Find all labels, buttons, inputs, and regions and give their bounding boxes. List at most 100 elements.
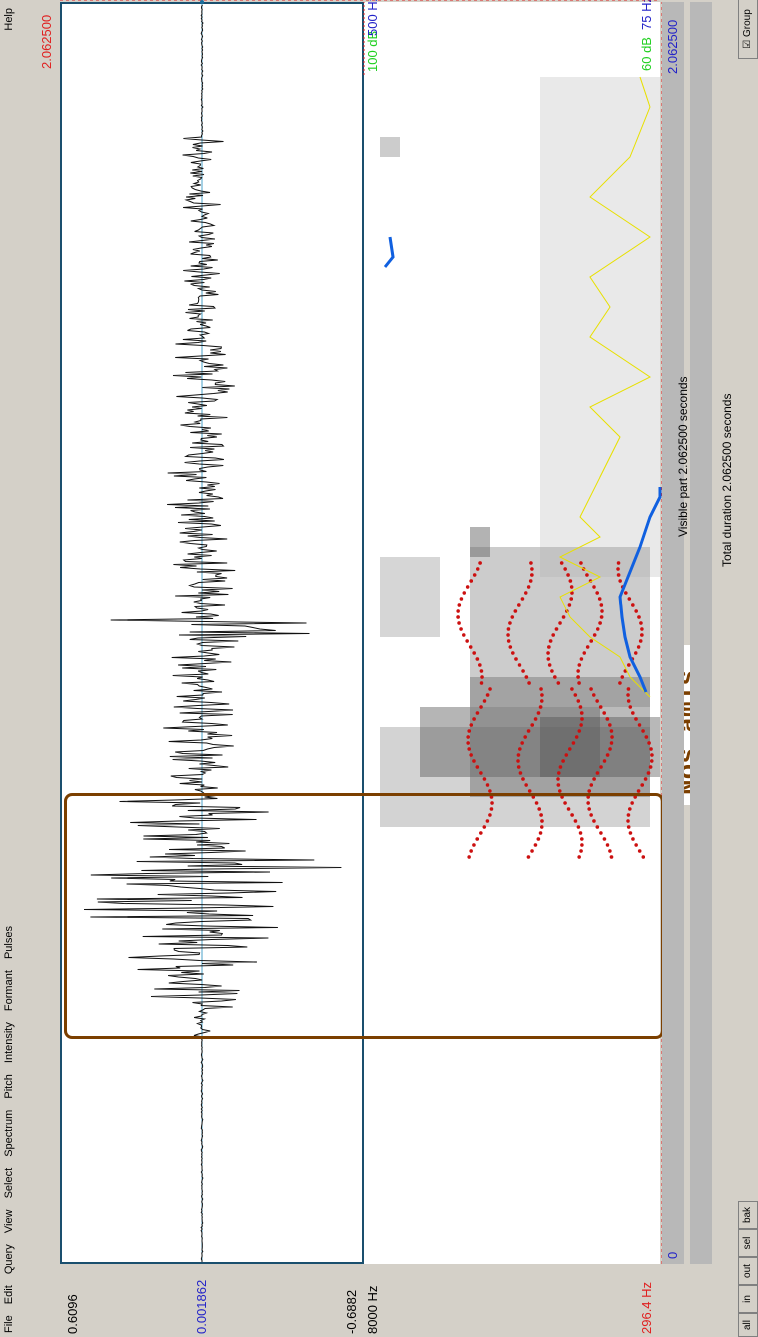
formant-point bbox=[540, 819, 544, 823]
formant-point bbox=[639, 621, 643, 625]
formant-point bbox=[467, 747, 471, 751]
formant-point bbox=[540, 693, 544, 697]
formant-point bbox=[578, 705, 583, 709]
formant-point bbox=[605, 717, 610, 721]
formant-point bbox=[634, 843, 638, 847]
selection-rectangle[interactable] bbox=[64, 793, 664, 1039]
formant-point bbox=[468, 645, 473, 649]
formant-point bbox=[608, 723, 612, 727]
zoom-in-button[interactable]: in bbox=[738, 1285, 758, 1313]
formant-point bbox=[527, 789, 532, 793]
formant-point bbox=[517, 663, 522, 667]
formant-point bbox=[475, 765, 480, 769]
formant-point bbox=[518, 771, 523, 775]
formant-point bbox=[508, 621, 512, 625]
formant-point bbox=[530, 723, 534, 727]
formant-point bbox=[517, 603, 521, 607]
formant-point bbox=[577, 663, 582, 667]
formant-point bbox=[456, 609, 460, 613]
formant-point bbox=[459, 597, 464, 601]
formant-point bbox=[566, 573, 570, 577]
formant-point bbox=[526, 729, 531, 733]
time-bar-lower[interactable] bbox=[690, 2, 712, 1264]
visible-part-text: Visible part 2.062500 seconds bbox=[676, 376, 690, 537]
formant-point bbox=[592, 585, 596, 589]
formant-point bbox=[530, 573, 534, 577]
formant-point bbox=[641, 729, 645, 733]
formant-point bbox=[570, 591, 574, 595]
formant-point bbox=[521, 777, 525, 781]
formant-point bbox=[574, 735, 579, 739]
formant-point bbox=[570, 813, 574, 817]
formant-point bbox=[475, 567, 480, 571]
formant-point bbox=[510, 615, 515, 619]
formant-point bbox=[469, 723, 474, 727]
group-checkbox[interactable]: ☑ Group bbox=[738, 0, 758, 59]
formant-point bbox=[563, 801, 567, 805]
formant-point bbox=[472, 717, 476, 721]
formant-point bbox=[587, 789, 592, 793]
formant-point bbox=[586, 795, 590, 799]
zoom-all-button[interactable]: all bbox=[738, 1313, 758, 1337]
formant-point bbox=[616, 567, 620, 571]
formant-point bbox=[589, 639, 594, 643]
formant-point bbox=[479, 681, 484, 685]
formant-point bbox=[626, 693, 630, 697]
formant-point bbox=[640, 783, 644, 787]
formant-point bbox=[636, 645, 641, 649]
formant-point bbox=[488, 687, 492, 691]
formant-point bbox=[589, 687, 593, 691]
formant-point bbox=[516, 753, 521, 757]
formant-point bbox=[462, 591, 467, 595]
formant-point bbox=[467, 855, 471, 859]
formant-point bbox=[608, 747, 612, 751]
formant-point bbox=[479, 831, 483, 835]
formant-point bbox=[547, 645, 551, 649]
checkbox-mark-icon: ☑ bbox=[742, 39, 753, 49]
formant-point bbox=[577, 729, 582, 733]
formant-point bbox=[472, 843, 476, 847]
formant-point bbox=[609, 855, 614, 859]
zoom-back-button[interactable]: bak bbox=[738, 1201, 758, 1229]
formant-point bbox=[623, 591, 628, 595]
zoom-sel-button[interactable]: sel bbox=[738, 1229, 758, 1257]
formant-point bbox=[479, 771, 483, 775]
zoom-out-button[interactable]: out bbox=[738, 1257, 758, 1285]
formant-point bbox=[533, 843, 538, 847]
formant-point bbox=[599, 615, 604, 619]
formant-point bbox=[637, 723, 642, 727]
formant-point bbox=[490, 801, 494, 805]
formant-point bbox=[526, 585, 531, 589]
formant-point bbox=[465, 639, 469, 643]
formant-point bbox=[469, 753, 473, 757]
formant-point bbox=[528, 579, 533, 583]
formant-point bbox=[573, 693, 578, 697]
pitch-curve-2 bbox=[383, 236, 395, 268]
formant-point bbox=[650, 753, 654, 757]
formant-point bbox=[598, 705, 603, 709]
formant-point bbox=[598, 621, 602, 625]
formant-point bbox=[558, 621, 562, 625]
intensity-curve bbox=[558, 76, 651, 698]
formant-point bbox=[643, 777, 648, 781]
formant-point bbox=[573, 819, 578, 823]
formant-point bbox=[457, 621, 461, 625]
time-bar-upper[interactable] bbox=[662, 2, 684, 1264]
formant-point bbox=[538, 831, 543, 835]
formant-point bbox=[475, 837, 480, 841]
formant-point bbox=[600, 609, 604, 613]
formant-point bbox=[595, 771, 600, 775]
formant-point bbox=[539, 687, 543, 691]
formant-point bbox=[578, 831, 583, 835]
formant-point bbox=[489, 795, 494, 799]
formant-point bbox=[567, 603, 572, 607]
formant-point bbox=[524, 675, 529, 679]
formant-point bbox=[571, 741, 576, 745]
formant-point bbox=[561, 759, 565, 763]
formant-point bbox=[475, 711, 480, 715]
formant-point bbox=[485, 819, 490, 823]
formant-point bbox=[577, 855, 581, 859]
formant-point bbox=[506, 639, 511, 643]
formant-point bbox=[609, 741, 614, 745]
